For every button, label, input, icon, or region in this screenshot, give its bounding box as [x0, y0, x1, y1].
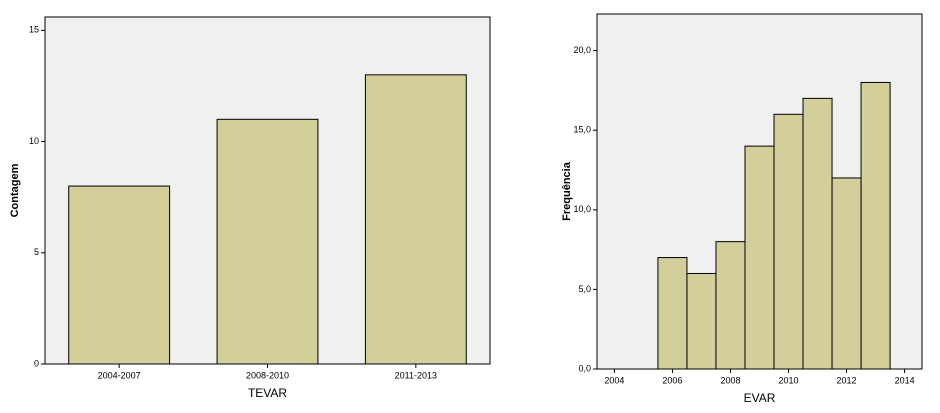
y-tick-label: 10,0 [573, 204, 591, 214]
y-tick-label: 15 [29, 25, 39, 35]
x-tick-label: 2014 [895, 375, 915, 385]
x-tick-label: 2008 [720, 375, 740, 385]
y-tick-label: 5 [34, 247, 39, 257]
x-tick-label: 2010 [779, 375, 799, 385]
x-tick-label: 2004-2007 [98, 370, 141, 380]
y-tick-label: 20,0 [573, 45, 591, 55]
x-axis-label: TEVAR [248, 386, 287, 400]
x-tick-label: 2004 [604, 375, 624, 385]
y-tick-label: 0 [34, 358, 39, 368]
y-tick-label: 10 [29, 136, 39, 146]
x-tick-label: 2008-2010 [246, 370, 289, 380]
bar [364, 74, 467, 365]
y-axis-label: Frequência [561, 161, 573, 221]
x-tick-label: 2011-2013 [395, 370, 437, 380]
x-tick-label: 2006 [662, 375, 682, 385]
y-tick-label: 5,0 [578, 284, 591, 294]
bar [773, 113, 804, 370]
x-tick-label: 2012 [837, 375, 857, 385]
bar [860, 81, 891, 370]
bar [831, 177, 862, 370]
bar [68, 185, 171, 365]
y-axis-label: Contagem [9, 163, 21, 217]
bar [216, 118, 319, 365]
y-tick-label: 15,0 [573, 125, 591, 135]
bar [802, 97, 833, 370]
bar [715, 241, 746, 370]
x-axis-label: EVAR [744, 391, 776, 405]
bar [686, 272, 717, 370]
y-tick-label: 0,0 [578, 363, 591, 373]
bar [657, 257, 688, 370]
bar [744, 145, 775, 370]
